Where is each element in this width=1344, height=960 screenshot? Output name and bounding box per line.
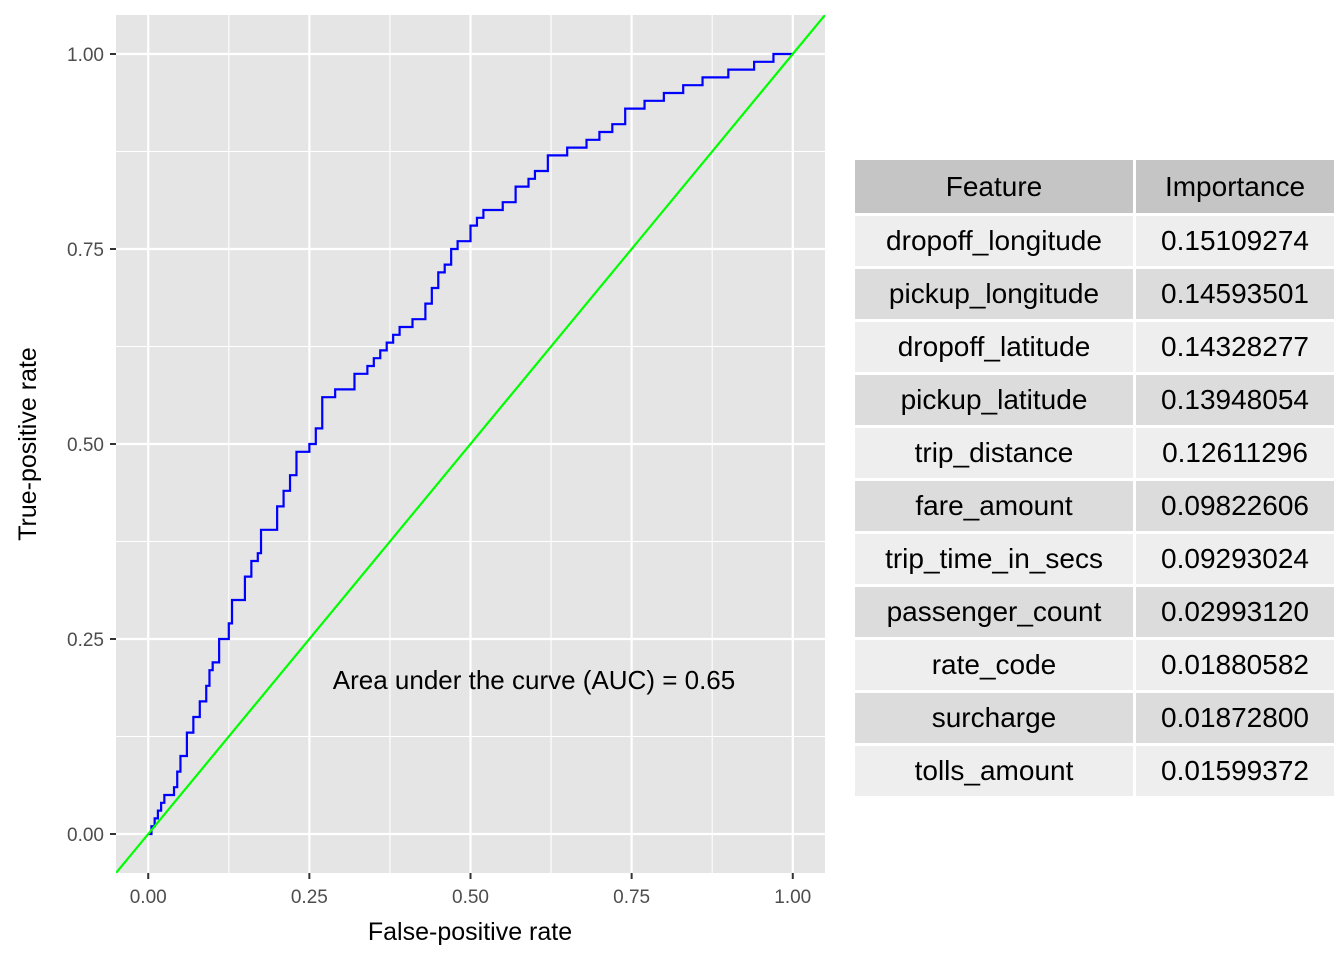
table-row: tolls_amount 0.01599372 bbox=[855, 746, 1334, 796]
feature-importance-table: Feature Importance dropoff_longitude 0.15… bbox=[852, 157, 1337, 799]
feature-name-cell: rate_code bbox=[855, 640, 1133, 690]
table-row: dropoff_longitude 0.15109274 bbox=[855, 216, 1334, 266]
column-header-feature: Feature bbox=[855, 160, 1133, 213]
importance-value-cell: 0.01872800 bbox=[1136, 693, 1334, 743]
importance-value-cell: 0.12611296 bbox=[1136, 428, 1334, 478]
feature-name-cell: trip_time_in_secs bbox=[855, 534, 1133, 584]
feature-name-cell: passenger_count bbox=[855, 587, 1133, 637]
x-tick-label: 0.50 bbox=[452, 887, 489, 908]
y-tick-label: 0.00 bbox=[67, 825, 104, 846]
x-tick-label: 0.00 bbox=[130, 887, 167, 908]
y-tick-label: 0.75 bbox=[67, 240, 104, 261]
roc-curve-line bbox=[148, 52, 793, 836]
table-row: trip_distance 0.12611296 bbox=[855, 428, 1334, 478]
table-row: surcharge 0.01872800 bbox=[855, 693, 1334, 743]
importance-value-cell: 0.15109274 bbox=[1136, 216, 1334, 266]
importance-value-cell: 0.13948054 bbox=[1136, 375, 1334, 425]
table-row: rate_code 0.01880582 bbox=[855, 640, 1334, 690]
table-header-row: Feature Importance bbox=[855, 160, 1334, 213]
x-tick-label: 0.25 bbox=[291, 887, 328, 908]
table-row: fare_amount 0.09822606 bbox=[855, 481, 1334, 531]
importance-value-cell: 0.14593501 bbox=[1136, 269, 1334, 319]
roc-chart: Area under the curve (AUC) = 0.65 0.00 0.… bbox=[14, 15, 825, 946]
x-tick-label: 0.75 bbox=[613, 887, 650, 908]
x-axis-title: False-positive rate bbox=[368, 918, 572, 946]
feature-name-cell: pickup_longitude bbox=[855, 269, 1133, 319]
importance-value-cell: 0.01599372 bbox=[1136, 746, 1334, 796]
importance-value-cell: 0.09822606 bbox=[1136, 481, 1334, 531]
series-layer bbox=[116, 15, 825, 873]
y-tick-label: 0.25 bbox=[67, 630, 104, 651]
importance-value-cell: 0.02993120 bbox=[1136, 587, 1334, 637]
table-row: pickup_longitude 0.14593501 bbox=[855, 269, 1334, 319]
table-body: dropoff_longitude 0.15109274 pickup_longit… bbox=[855, 216, 1334, 796]
table-row: passenger_count 0.02993120 bbox=[855, 587, 1334, 637]
y-tick-label: 1.00 bbox=[67, 45, 104, 66]
feature-name-cell: trip_distance bbox=[855, 428, 1133, 478]
axis-layer: 0.00 0.25 0.50 0.75 1.00 0.00 0.25 0.50 0.75 1.00 bbox=[67, 45, 811, 908]
importance-value-cell: 0.09293024 bbox=[1136, 534, 1334, 584]
feature-name-cell: dropoff_longitude bbox=[855, 216, 1133, 266]
table-row: pickup_latitude 0.13948054 bbox=[855, 375, 1334, 425]
table-row: dropoff_latitude 0.14328277 bbox=[855, 322, 1334, 372]
importance-value-cell: 0.14328277 bbox=[1136, 322, 1334, 372]
feature-name-cell: dropoff_latitude bbox=[855, 322, 1133, 372]
feature-name-cell: pickup_latitude bbox=[855, 375, 1133, 425]
x-tick-label: 1.00 bbox=[774, 887, 811, 908]
y-axis-title: True-positive rate bbox=[14, 347, 42, 541]
y-tick-label: 0.50 bbox=[67, 435, 104, 456]
feature-name-cell: surcharge bbox=[855, 693, 1133, 743]
auc-annotation: Area under the curve (AUC) = 0.65 bbox=[333, 665, 735, 695]
importance-value-cell: 0.01880582 bbox=[1136, 640, 1334, 690]
column-header-importance: Importance bbox=[1136, 160, 1334, 213]
feature-name-cell: fare_amount bbox=[855, 481, 1133, 531]
feature-name-cell: tolls_amount bbox=[855, 746, 1133, 796]
diagonal-reference-line bbox=[116, 15, 825, 873]
table-row: trip_time_in_secs 0.09293024 bbox=[855, 534, 1334, 584]
